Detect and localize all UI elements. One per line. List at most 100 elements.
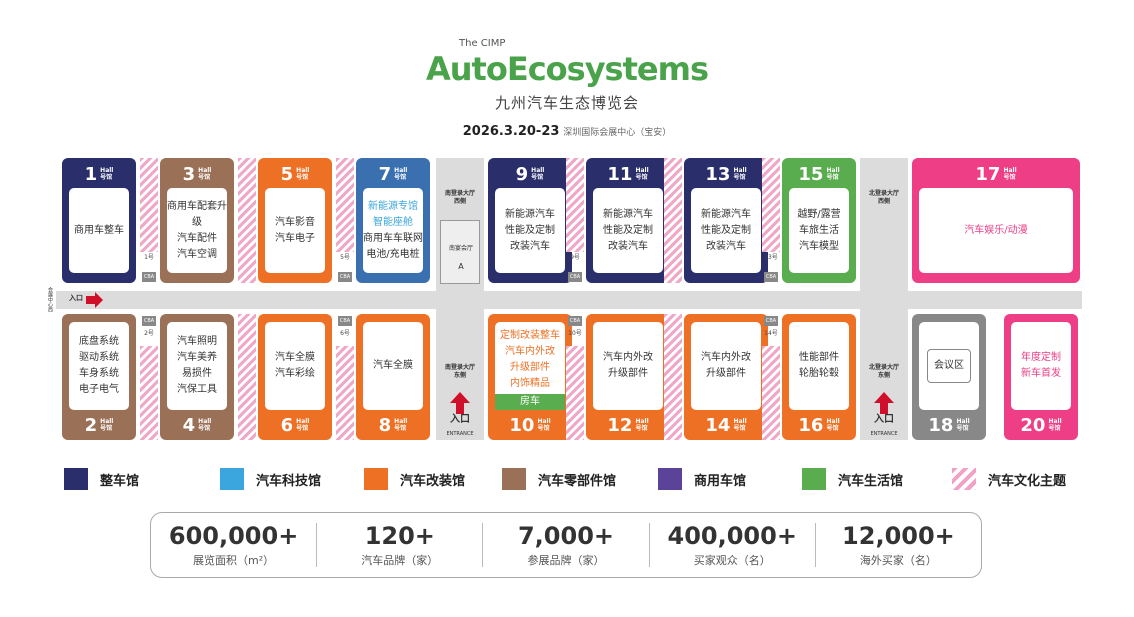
hall-line: 商用车整车 (74, 224, 124, 236)
hall-3[interactable]: 3 Hall 号馆 商用车配套升级 汽车配件 汽车空调 (160, 158, 234, 283)
hall-cn: 号馆 (296, 425, 309, 432)
hall-num: 10 (509, 414, 535, 436)
hall-15[interactable]: 15 Hall 号馆 越野/露营 车旅生活 汽车模型 (782, 158, 856, 283)
hall-num: 13 (705, 163, 731, 185)
legend-item: 商用车馆 (658, 468, 746, 490)
hall-cn: 号馆 (394, 174, 407, 181)
legend-item: 汽车改装馆 (364, 468, 465, 490)
stat-label: 买家观众（名） (693, 554, 771, 567)
hall-4[interactable]: 汽车照明 汽车美养 易损件 汽保工具 4 Hall 号馆 (160, 314, 234, 440)
hall-2[interactable]: 底盘系统 驱动系统 车身系统 电子电气 2 Hall 号馆 (62, 314, 136, 440)
culture-zone (664, 314, 682, 440)
divider (814, 523, 816, 567)
legend-label: 商用车馆 (694, 473, 747, 489)
hall-line: 驱动系统 (79, 352, 119, 363)
hall-en: Hall (100, 418, 114, 425)
hall-num: 6 (280, 414, 294, 436)
legend-item: 汽车科技馆 (220, 468, 321, 490)
hall-line: 汽车配件 (177, 232, 217, 244)
hall-line: 改装汽车 (706, 240, 746, 252)
side-tag-num: 13号 (764, 254, 778, 261)
hall-cn: 号馆 (635, 174, 648, 181)
hall-line: 新能源专馆 (368, 200, 418, 212)
hall-number: 20 Hall 号馆 (1004, 412, 1078, 438)
culture-zone (566, 158, 584, 252)
hall-content: 定制改装整车 汽车内外改 升级部件 内饰精品 房车 (495, 322, 565, 410)
hall-line: 性能及定制 (603, 224, 653, 236)
south-lobby-west-label: 南登录大厅 西侧 (444, 190, 475, 205)
hall-number: 8 Hall 号馆 (356, 412, 430, 438)
cba-tag: CBA (142, 272, 156, 282)
legend-swatch (658, 468, 682, 490)
hall-number: 16 Hall 号馆 (782, 412, 856, 438)
stat-car-brands: 120+ 汽车品牌（家） (317, 513, 482, 577)
hall-num: 1 (84, 163, 98, 185)
stat-value: 120+ (364, 522, 435, 550)
hall-content: 汽车照明 汽车美养 易损件 汽保工具 (167, 322, 227, 410)
side-tag-num: 14号 (764, 330, 778, 337)
hall-line: 改装汽车 (510, 240, 550, 252)
hall-10[interactable]: 定制改装整车 汽车内外改 升级部件 内饰精品 房车 10 Hall 号馆 (488, 314, 572, 440)
legend-swatch (64, 468, 88, 490)
hall-num: 4 (182, 414, 196, 436)
side-tag: 9号 (567, 254, 583, 261)
hall-6[interactable]: 汽车全膜 汽车彩绘 6 Hall 号馆 (258, 314, 332, 440)
legend-label: 汽车文化主题 (988, 473, 1067, 489)
hall-20[interactable]: 年度定制 新车首发 20 Hall 号馆 (1004, 314, 1078, 440)
central-label: 会展中心西 (47, 287, 53, 312)
hall-line: 汽车内外改 (603, 352, 653, 363)
hall-number: 18 Hall 号馆 (912, 412, 986, 438)
hall-line: 改装汽车 (608, 240, 648, 252)
hall-13[interactable]: 13 Hall 号馆 新能源汽车 性能及定制 改装汽车 (684, 158, 768, 283)
hall-12[interactable]: 汽车内外改 升级部件 12 Hall 号馆 (586, 314, 670, 440)
hall-cn: 号馆 (635, 425, 648, 432)
hall-num: 7 (378, 163, 392, 185)
hall-number: 10 Hall 号馆 (488, 412, 572, 438)
divider (648, 523, 650, 567)
culture-zone (566, 346, 584, 440)
culture-zone (140, 346, 158, 440)
hall-14[interactable]: 汽车内外改 升级部件 14 Hall 号馆 (684, 314, 768, 440)
hall-en: Hall (635, 418, 649, 425)
hall-content: 性能部件 轮胎轮毂 (789, 322, 849, 410)
hall-line: 定制改装整车 (500, 330, 560, 341)
hall-content: 底盘系统 驱动系统 车身系统 电子电气 (69, 322, 129, 410)
cba-tag: CBA (338, 272, 352, 282)
hall-line: 汽车电子 (275, 232, 315, 244)
hall-num: 20 (1020, 414, 1046, 436)
hall-17[interactable]: 17 Hall 号馆 汽车娱乐/动漫 (912, 158, 1080, 283)
hall-16[interactable]: 性能部件 轮胎轮毂 16 Hall 号馆 (782, 314, 856, 440)
cba-tag: CBA (568, 272, 582, 282)
hall-cn: 号馆 (100, 174, 113, 181)
hall-cn: 号馆 (198, 174, 211, 181)
north-entrance-label: 入口 (874, 414, 894, 425)
hall-line: 新能源汽车 (603, 208, 653, 220)
hall-11[interactable]: 11 Hall 号馆 新能源汽车 性能及定制 改装汽车 (586, 158, 670, 283)
hall-en: Hall (733, 167, 747, 174)
west-entrance-arrow-icon (86, 291, 104, 309)
hall-cn: 号馆 (1003, 174, 1016, 181)
side-tag-num: 5号 (340, 254, 350, 261)
hall-8[interactable]: 汽车全膜 8 Hall 号馆 (356, 314, 430, 440)
legend-item: 汽车生活馆 (802, 468, 903, 490)
legend-label: 汽车科技馆 (256, 473, 322, 489)
hall-9[interactable]: 9 Hall 号馆 新能源汽车 性能及定制 改装汽车 (488, 158, 572, 283)
north-lobby-east-label: 北登录大厅 东侧 (868, 364, 899, 379)
hall-cn: 号馆 (198, 425, 211, 432)
hall-18[interactable]: 会议区 18 Hall 号馆 (912, 314, 986, 440)
hall-cn: 号馆 (296, 174, 309, 181)
hall-en: Hall (956, 418, 970, 425)
hall-5[interactable]: 5 Hall 号馆 汽车影音 汽车电子 (258, 158, 332, 283)
pre-title: The CIMP (459, 38, 506, 49)
hall-line: 轮胎轮毂 (799, 368, 839, 379)
legend: 整车馆 汽车科技馆 汽车改装馆 汽车零部件馆 商用车馆 汽车生活馆 汽车文化主题 (64, 468, 1084, 492)
hall-number: 1 Hall 号馆 (62, 161, 136, 187)
hall-line: 易损件 (182, 368, 212, 379)
south-banquet-hall[interactable]: 南宴会厅 A (440, 220, 480, 284)
event-dates: 2026.3.20-23 深圳国际会展中心（宝安） (0, 124, 1134, 139)
hall-line: 车身系统 (79, 368, 119, 379)
hall-cn: 号馆 (826, 425, 839, 432)
hall-1[interactable]: 1 Hall 号馆 商用车整车 (62, 158, 136, 283)
hall-7[interactable]: 7 Hall 号馆 新能源专馆 智能座舱 商用车车联网 电池/充电桩 (356, 158, 430, 283)
hall-cn: 号馆 (537, 425, 550, 432)
